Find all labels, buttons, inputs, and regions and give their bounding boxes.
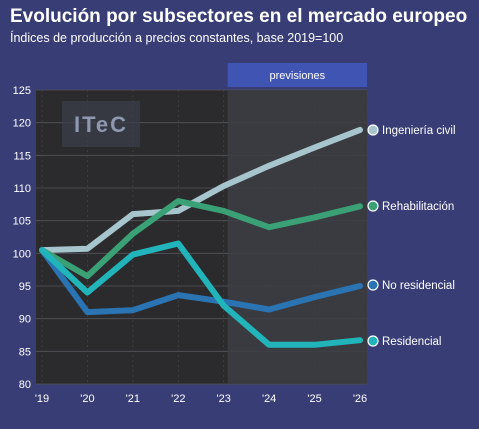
chart-title: Evolución por subsectores en el mercado …	[10, 6, 468, 27]
series-line-1	[39, 198, 363, 280]
forecast-label: previsiones	[270, 70, 326, 82]
y-tick-label: 115	[13, 150, 31, 162]
x-tick-label: '22	[171, 393, 185, 405]
forecast-header	[227, 63, 367, 87]
y-tick-label: 120	[13, 118, 31, 130]
x-tick-label: '24	[262, 393, 276, 405]
x-tick-label: '20	[80, 393, 94, 405]
y-tick-label: 95	[19, 281, 31, 293]
y-tick-label: 80	[19, 379, 31, 391]
x-axis: '19 '20 '21 '22 '23 '24 '25 '26	[35, 393, 367, 405]
legend-marker-1	[367, 200, 379, 212]
logo-box	[62, 101, 140, 147]
y-tick-label: 125	[13, 85, 31, 97]
x-tick-label: '21	[126, 393, 140, 405]
y-tick-label: 85	[19, 346, 31, 358]
legend-marker-0	[367, 124, 379, 136]
x-tick-label: '25	[307, 393, 321, 405]
itec-logo: ITeC	[62, 101, 140, 147]
y-axis: 125 120 115 110 105 100 95 90 85 80	[13, 85, 31, 391]
series-lines	[39, 126, 363, 348]
legend-marker-3	[367, 335, 379, 347]
chart-subtitle: Índices de producción a precios constant…	[10, 31, 344, 45]
legend-label-2: No residencial	[382, 280, 455, 292]
y-tick-label: 110	[13, 183, 31, 195]
series-line-0	[39, 126, 363, 254]
series-line-3	[39, 240, 363, 348]
x-tick-label: '19	[35, 393, 49, 405]
logo-text: ITeC	[74, 112, 128, 137]
x-tick-label: '23	[217, 393, 231, 405]
x-tick-label: '26	[353, 393, 367, 405]
legend-label-0: Ingeniería civil	[382, 125, 456, 137]
y-tick-label: 105	[13, 216, 31, 228]
legend: Ingeniería civil Rehabilitación No residen…	[367, 124, 456, 348]
y-tick-label: 90	[19, 314, 31, 326]
legend-marker-2	[367, 279, 379, 291]
series-line-2	[39, 247, 363, 316]
y-tick-label: 100	[13, 248, 31, 260]
legend-label-1: Rehabilitación	[382, 201, 454, 213]
legend-label-3: Residencial	[382, 336, 441, 348]
